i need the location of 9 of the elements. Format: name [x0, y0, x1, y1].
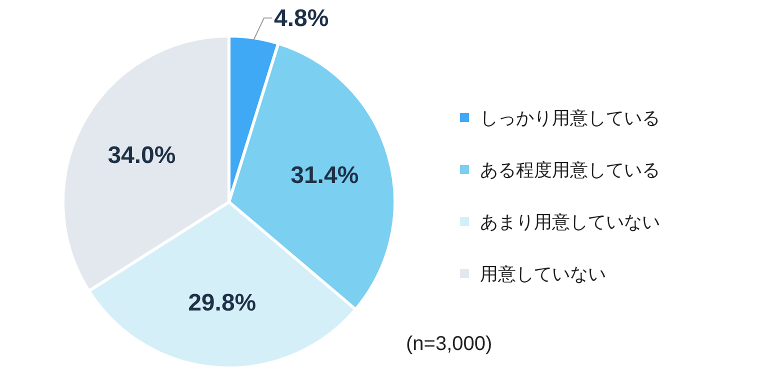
legend-label: ある程度用意している	[480, 160, 660, 180]
legend-label: あまり用意していない	[480, 212, 660, 232]
text: (n=3,000)	[406, 333, 492, 355]
data-label: 34.0%	[108, 142, 176, 170]
legend-label: しっかり用意している	[480, 108, 660, 128]
legend-label: 用意していない	[480, 264, 606, 284]
data-label: 29.8%	[188, 289, 256, 316]
data-label: 31.4%	[290, 162, 359, 190]
data-label: 4.8%	[274, 5, 329, 32]
